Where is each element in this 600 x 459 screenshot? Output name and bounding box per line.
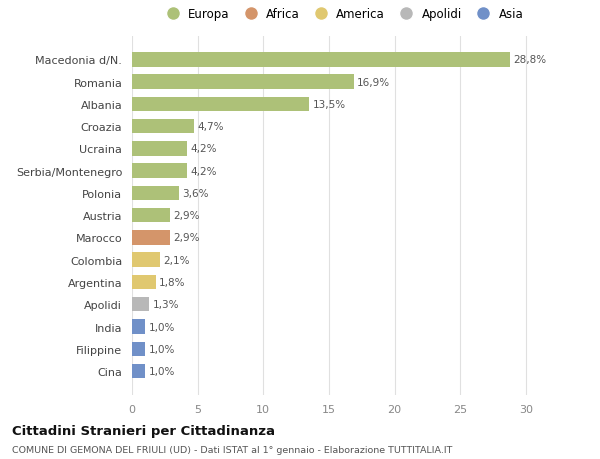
Text: 1,0%: 1,0% [148,322,175,332]
Bar [132,142,187,157]
Text: 1,3%: 1,3% [152,300,179,309]
Text: 2,9%: 2,9% [173,211,200,221]
Bar [132,253,160,268]
Bar [132,186,179,201]
Text: 13,5%: 13,5% [313,100,346,110]
Bar [132,53,510,67]
Bar [132,364,145,379]
Legend: Europa, Africa, America, Apolidi, Asia: Europa, Africa, America, Apolidi, Asia [161,8,523,21]
Text: 1,8%: 1,8% [159,277,185,287]
Bar [132,164,187,179]
Bar [132,208,170,223]
Bar [132,275,155,290]
Bar [132,342,145,356]
Bar [132,120,194,134]
Bar [132,75,354,90]
Bar [132,97,309,112]
Text: 1,0%: 1,0% [148,366,175,376]
Text: 2,9%: 2,9% [173,233,200,243]
Text: 4,7%: 4,7% [197,122,223,132]
Bar [132,231,170,245]
Bar [132,319,145,334]
Text: Cittadini Stranieri per Cittadinanza: Cittadini Stranieri per Cittadinanza [12,425,275,437]
Text: 4,2%: 4,2% [190,166,217,176]
Text: 28,8%: 28,8% [513,55,547,65]
Text: 1,0%: 1,0% [148,344,175,354]
Bar [132,297,149,312]
Text: COMUNE DI GEMONA DEL FRIULI (UD) - Dati ISTAT al 1° gennaio - Elaborazione TUTTI: COMUNE DI GEMONA DEL FRIULI (UD) - Dati … [12,445,452,454]
Text: 3,6%: 3,6% [182,189,209,198]
Text: 16,9%: 16,9% [357,78,390,87]
Text: 4,2%: 4,2% [190,144,217,154]
Text: 2,1%: 2,1% [163,255,190,265]
